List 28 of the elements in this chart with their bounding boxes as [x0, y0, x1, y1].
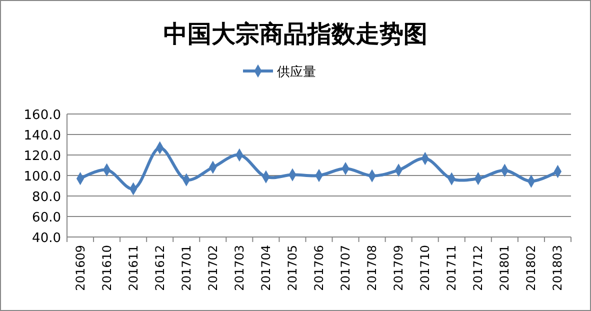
x-tick-label: 201712	[471, 245, 486, 291]
x-tick-label: 201704	[258, 245, 273, 291]
x-tick-label: 201705	[285, 245, 300, 291]
x-tick-label: 201709	[392, 245, 406, 291]
chart-title: 中国大宗商品指数走势图	[164, 19, 428, 48]
y-tick-label: 60.0	[32, 210, 61, 226]
y-tick-label: 40.0	[32, 231, 61, 246]
x-tick-label: 201701	[179, 245, 194, 291]
x-tick-label: 201706	[312, 245, 326, 291]
x-tick-label: 201803	[550, 245, 565, 291]
x-tick-label: 201611	[126, 245, 140, 291]
x-tick-label: 201703	[232, 245, 246, 291]
x-tick-label: 201708	[365, 245, 380, 291]
x-tick-label: 201801	[498, 245, 512, 291]
x-tick-label: 201802	[524, 245, 538, 291]
y-tick-label: 80.0	[32, 190, 61, 205]
x-tick-label: 201610	[100, 245, 114, 291]
x-tick-label: 201702	[206, 245, 220, 291]
y-tick-label: 100.0	[24, 170, 61, 184]
x-tick-label: 201612	[152, 245, 167, 291]
x-tick-label: 201707	[338, 245, 353, 291]
x-tick-label: 201710	[418, 245, 432, 291]
legend-label: 供应量	[277, 64, 316, 80]
y-tick-label: 120.0	[24, 149, 61, 164]
x-tick-label: 201609	[73, 245, 88, 291]
y-tick-label: 160.0	[24, 108, 61, 123]
y-tick-label: 140.0	[24, 128, 61, 144]
x-tick-label: 201711	[444, 245, 459, 291]
